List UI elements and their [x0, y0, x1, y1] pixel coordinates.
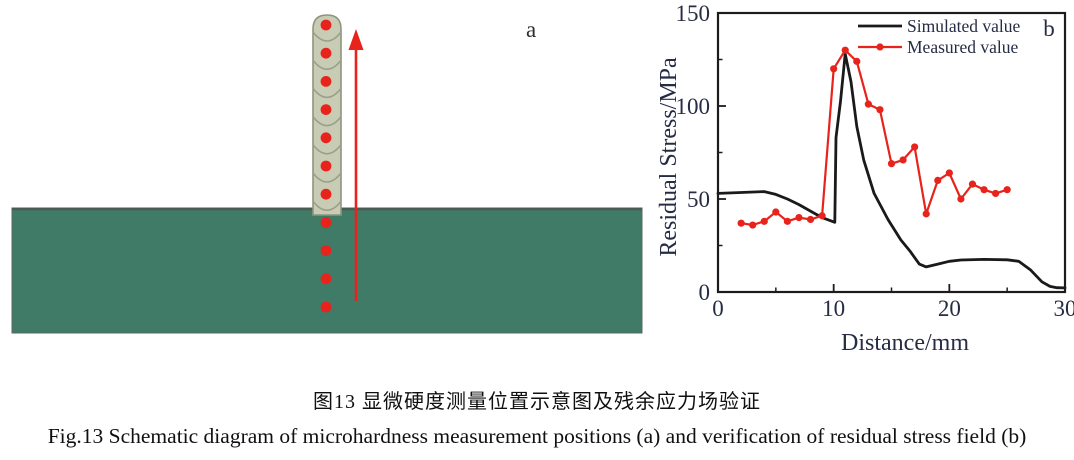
y-tick-label: 50 [687, 187, 710, 212]
y-tick-label: 100 [676, 94, 711, 119]
measurement-direction-arrow-head [348, 29, 364, 50]
measurement-point-dot [320, 245, 332, 256]
y-axis-title: Residual Stress/MPa [656, 57, 682, 257]
caption-chinese: 图13 显微硬度测量位置示意图及残余应力场验证 [313, 391, 761, 413]
measurement-point-dot [320, 160, 332, 172]
measurement-point-dot [320, 188, 332, 200]
measured-point [887, 160, 896, 168]
measured-point [968, 180, 977, 188]
measurement-point-dot [320, 19, 332, 31]
x-tick-label: 30 [1054, 296, 1074, 321]
weld-layer-boundary [312, 116, 342, 127]
legend-label: Simulated value [907, 16, 1020, 36]
measured-point [957, 195, 965, 203]
measurement-point-dot [320, 217, 332, 228]
measured-point [772, 208, 780, 216]
measured-point [749, 221, 757, 229]
panel-b-chart: Residual Stress/MPa Distance/mm b 0 10 20 3… [656, 1, 1074, 356]
legend-marker-sample [876, 43, 884, 51]
measured-point [783, 217, 792, 225]
measured-point [737, 219, 745, 227]
measured-point [795, 214, 803, 222]
measured-point [760, 217, 768, 225]
measurement-point-dot [320, 76, 332, 87]
measured-point [945, 169, 953, 177]
measured-line [739, 49, 1009, 227]
y-tick-label: 150 [676, 1, 711, 26]
y-tick-label: 0 [699, 280, 711, 305]
weld-layer-boundary [312, 200, 342, 211]
panel-a-label: a [526, 17, 536, 42]
measured-point [1003, 186, 1011, 194]
measurement-point-dot [320, 132, 332, 144]
caption-english: Fig.13 Schematic diagram of microhardnes… [47, 424, 1027, 448]
x-axis-title: Distance/mm [841, 330, 969, 356]
measured-point [853, 57, 861, 65]
measurement-point-dot [320, 47, 332, 59]
measured-point [911, 143, 919, 151]
measured-point [806, 215, 815, 224]
weld-layer-boundary [312, 31, 342, 42]
weld-layer-boundary [312, 59, 342, 70]
measured-point [818, 212, 826, 220]
figure-canvas: a Residual Stress/MPa Distance/mm b 0 10 2… [11, 1, 1074, 356]
measured-point [864, 100, 872, 108]
measured-point [899, 156, 907, 164]
weld-layer-boundary [312, 172, 342, 183]
measurement-point-dot [320, 104, 332, 115]
measurement-point-dot [320, 301, 332, 313]
measured-point [992, 189, 1000, 198]
x-tick-label: 10 [822, 296, 845, 321]
legend-label: Measured value [907, 37, 1019, 57]
measured-point [980, 186, 988, 194]
measured-point [830, 65, 838, 73]
simulated-line [716, 52, 1067, 290]
measured-point [922, 210, 930, 218]
measured-point [876, 106, 884, 114]
measurement-point-dot [320, 273, 332, 285]
weld-layer-boundary [312, 87, 342, 99]
panel-a-schematic: a [11, 14, 643, 334]
measured-point [934, 176, 942, 184]
weld-layer-boundary [312, 144, 342, 155]
x-tick-label: 20 [938, 296, 961, 321]
deposited-wall [312, 14, 342, 216]
panel-b-label: b [1043, 16, 1055, 41]
x-tick-label: 0 [712, 296, 724, 321]
measured-point [841, 46, 849, 54]
